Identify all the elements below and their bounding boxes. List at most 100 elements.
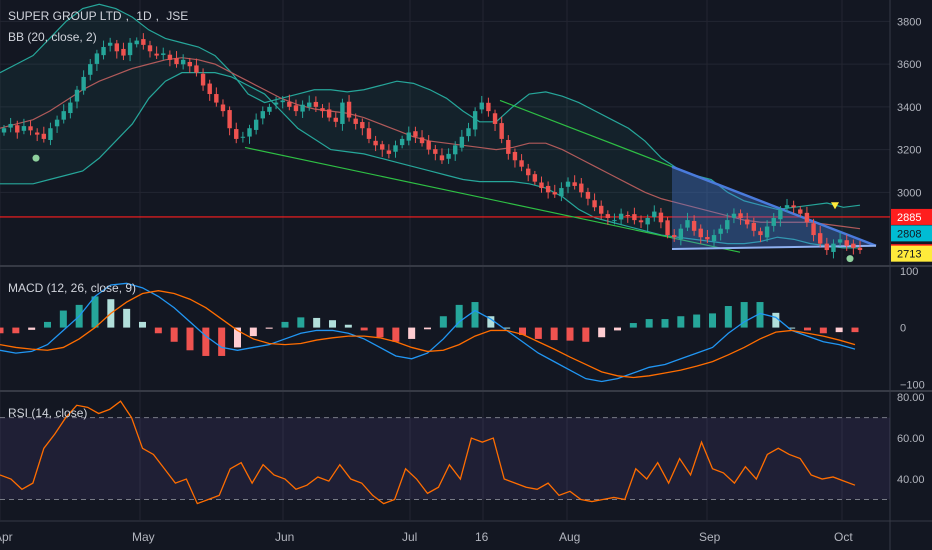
rsi-label: RSI (14, close) [8,406,88,420]
macd-histogram-bar [139,321,146,328]
candle-body [346,101,352,118]
macd-histogram-bar [376,327,384,338]
candle-body [572,182,577,186]
candle-body [127,42,133,56]
candle-body [280,100,285,103]
candle-body [539,182,544,189]
candle-body [638,220,644,223]
candle-body [731,213,737,218]
macd-line [0,282,856,383]
price-label-text: 2713 [897,249,921,261]
candle-body [479,102,484,110]
candle-body [685,220,690,228]
macd-histogram-bar [598,327,606,338]
price-tick-label: 3600 [897,59,921,71]
time-tick-label: May [132,530,155,544]
candle-body [34,132,40,135]
signal-dot [32,154,40,162]
candle-body [439,155,445,161]
candle-body [161,53,166,55]
candle-body [141,39,146,45]
candle-body [678,228,684,240]
macd-histogram-bar [249,327,257,337]
price-label-bg [891,208,932,225]
macd-histogram-bar [835,327,843,333]
candle-body [340,102,345,124]
candle-body [798,209,803,214]
candle-body [698,228,703,238]
price-label-text: 2885 [897,212,921,224]
candle-body [466,128,471,137]
candle-body [705,237,710,240]
candle-body [711,235,717,242]
candle-body [778,209,783,220]
macd-histogram-bar [28,327,36,330]
candle-body [605,214,611,218]
macd-histogram-bar [360,327,368,331]
time-tick-label: Oct [834,530,853,544]
macd-histogram-bar [44,321,51,328]
signal-dot [846,255,854,263]
candle-body [771,217,776,226]
candle-body [406,132,411,141]
macd-histogram-bar [424,327,431,330]
candle-body [247,128,252,137]
candle-body [565,181,571,187]
time-tick-label: 16 [475,530,489,544]
candle-body [837,239,843,243]
rsi-legend[interactable]: RSI (14, close) [8,406,91,420]
macd-histogram-bar [313,317,321,328]
macd-histogram-bar [819,327,827,334]
macd-histogram-bar [0,327,4,334]
candle-body [187,61,192,67]
symbol-legend: SUPER GROUP LTD, 1D, JSE [8,9,189,23]
bb-fill [0,4,860,248]
macd-histogram-bar [756,302,764,328]
macd-histogram-bar [851,327,859,333]
candle-body [194,65,199,73]
macd-histogram-bar [709,313,716,328]
rsi-tick-label: 60.00 [897,433,925,445]
candle-body [559,188,564,197]
candle-body [665,220,670,236]
time-tick-label: Apr [0,530,13,544]
candle-body [632,214,637,221]
candle-body [134,40,139,45]
rsi-band-fill [0,417,890,500]
macd-histogram-bar [281,321,289,328]
macd-histogram-bar [693,314,701,328]
price-tick-label: 3800 [897,16,921,28]
candle-body [180,59,186,65]
candle-body [167,54,173,60]
macd-legend[interactable]: MACD (12, 26, close, 9) [8,281,140,295]
candle-body [612,220,617,222]
candle-body [519,160,524,167]
macd-histogram-bar [724,306,732,328]
candle-body [844,240,849,246]
candle-body [114,43,120,52]
macd-histogram-bar [392,327,400,342]
trend-line-lower [244,146,741,253]
symbol-name[interactable]: SUPER GROUP LTD [8,9,122,23]
macd-histogram-bar [582,327,590,342]
candle-body [154,53,159,56]
candle-body [326,109,332,118]
candle-body [287,101,292,107]
candle-body [28,126,33,131]
candle-body [579,183,584,193]
price-tick-label: 3000 [897,187,921,199]
candle-body [532,174,538,182]
candle-body [393,145,398,152]
price-label-2885: 2885 [891,208,932,225]
candle-body [599,205,604,214]
bb-label: BB (20, close, 2) [8,30,97,44]
macd-histogram-bar [154,327,162,334]
candle-body [817,233,823,244]
triangle-lower-edge [671,244,877,250]
candle-body [88,64,93,75]
candle-body [94,53,100,64]
macd-label: MACD (12, 26, close, 9) [8,281,137,295]
macd-histogram-bar [170,327,178,342]
bb-legend[interactable]: BB (20, close, 2) [8,30,101,44]
